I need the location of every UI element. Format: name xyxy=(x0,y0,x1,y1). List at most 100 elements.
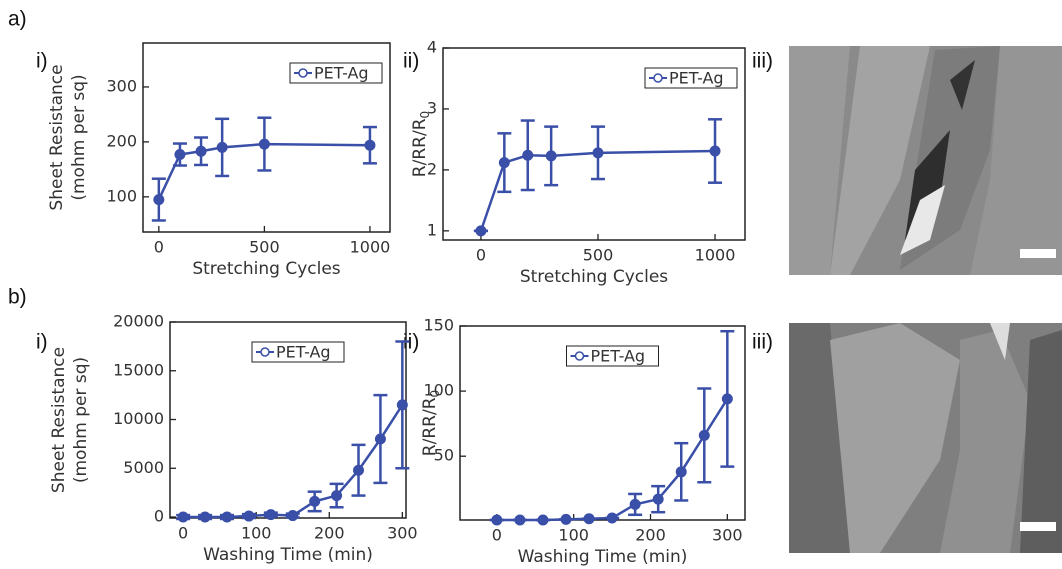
x-tick-label: 100 xyxy=(558,526,589,545)
y-tick-label: 50 xyxy=(434,446,454,465)
plot-frame xyxy=(459,325,746,521)
y-tick-label: 1 xyxy=(427,220,437,239)
legend-label: PET-Ag xyxy=(591,347,646,366)
data-point xyxy=(709,145,721,157)
data-point xyxy=(514,514,526,526)
x-axis-label: Stretching Cycles xyxy=(192,259,340,279)
x-tick-label: 200 xyxy=(314,524,345,543)
data-point xyxy=(221,511,233,523)
plot-frame xyxy=(442,47,746,241)
y-axis-label: R/RR/R0 xyxy=(420,390,442,456)
x-tick-label: 200 xyxy=(635,526,666,545)
sem-image xyxy=(789,46,1062,275)
panel-label: iii) xyxy=(752,331,773,354)
data-point xyxy=(491,514,503,526)
panel-label: i) xyxy=(36,50,48,73)
data-point xyxy=(675,466,687,478)
data-point xyxy=(353,464,365,476)
legend-box xyxy=(644,67,738,89)
panel-label: iii) xyxy=(752,50,773,73)
y-tick-label: 15000 xyxy=(113,360,164,379)
y-axis-label: (mohm per sq) xyxy=(71,357,91,483)
y-axis-label-text: R/R xyxy=(420,397,440,427)
data-point xyxy=(537,514,549,526)
y-tick-label: 10000 xyxy=(113,409,164,428)
y-tick-label: 300 xyxy=(106,76,137,95)
data-point xyxy=(560,513,572,525)
data-point xyxy=(374,433,386,445)
data-point xyxy=(522,149,534,161)
series-line xyxy=(479,149,716,232)
data-point xyxy=(545,150,557,162)
x-tick-label: 300 xyxy=(387,524,418,543)
x-tick-label: 0 xyxy=(178,524,188,543)
x-tick-label: 0 xyxy=(476,246,486,265)
y-axis-label-subscript: 0 xyxy=(418,111,432,119)
legend-box xyxy=(289,62,383,84)
x-tick-label: 1000 xyxy=(695,246,736,265)
y-axis-label: R/RR/R0 xyxy=(410,111,432,177)
data-point xyxy=(583,513,595,525)
x-axis-label: Washing Time (min) xyxy=(518,547,688,567)
legend-box xyxy=(251,341,345,363)
legend-box xyxy=(566,345,659,367)
x-tick-label: 1000 xyxy=(350,238,391,257)
y-tick-label: 5000 xyxy=(123,458,164,477)
series-line xyxy=(157,142,370,201)
x-axis-label: Washing Time (min) xyxy=(203,545,373,565)
y-tick-label: 2 xyxy=(427,159,437,178)
y-axis-label-subscript: 0 xyxy=(428,390,442,398)
x-tick-label: 500 xyxy=(249,238,280,257)
y-tick-label: 200 xyxy=(106,131,137,150)
data-point xyxy=(287,510,299,522)
panel-label: ii) xyxy=(403,331,419,354)
y-axis-label-text: R/R xyxy=(410,118,430,148)
legend-marker xyxy=(260,347,270,357)
data-point xyxy=(498,157,510,169)
y-tick-label: 20000 xyxy=(113,312,164,331)
legend-marker xyxy=(574,351,585,361)
data-point xyxy=(721,393,733,405)
legend-label: PET-Ag xyxy=(314,64,369,83)
data-point xyxy=(199,511,211,523)
y-tick-label: 150 xyxy=(423,316,454,335)
data-point xyxy=(216,141,228,153)
panel-label: b) xyxy=(8,286,27,309)
data-point xyxy=(475,225,487,237)
plot-frame xyxy=(142,42,391,233)
panel-label: ii) xyxy=(403,50,419,73)
panel-label: a) xyxy=(8,8,27,31)
data-point xyxy=(153,194,165,206)
data-point xyxy=(629,498,641,510)
data-point xyxy=(331,490,343,502)
x-axis-label: Stretching Cycles xyxy=(520,267,668,287)
x-tick-label: 100 xyxy=(241,524,272,543)
data-point xyxy=(177,511,189,523)
data-point xyxy=(698,429,710,441)
data-point xyxy=(364,139,376,151)
data-point xyxy=(652,493,664,505)
series-line xyxy=(183,404,404,519)
y-tick-label: 3 xyxy=(427,98,437,117)
x-tick-label: 500 xyxy=(583,246,614,265)
data-point xyxy=(309,495,321,507)
sem-image xyxy=(789,323,1062,553)
panel-label: i) xyxy=(36,331,48,354)
x-tick-label: 0 xyxy=(154,238,164,257)
legend-marker xyxy=(653,73,663,83)
data-point xyxy=(243,510,255,522)
y-tick-label: 0 xyxy=(154,507,164,526)
y-tick-label: 4 xyxy=(427,38,437,57)
y-tick-label: 100 xyxy=(106,186,137,205)
y-axis-label: Sheet Resistance xyxy=(49,347,69,493)
data-point xyxy=(396,399,408,411)
data-point xyxy=(174,149,186,161)
legend-label: PET-Ag xyxy=(276,343,331,362)
data-point xyxy=(258,138,270,150)
y-tick-label: 100 xyxy=(423,381,454,400)
y-axis-label: Sheet Resistance xyxy=(47,64,67,210)
x-tick-label: 300 xyxy=(712,526,743,545)
legend-marker xyxy=(298,68,308,78)
data-point xyxy=(606,512,618,524)
